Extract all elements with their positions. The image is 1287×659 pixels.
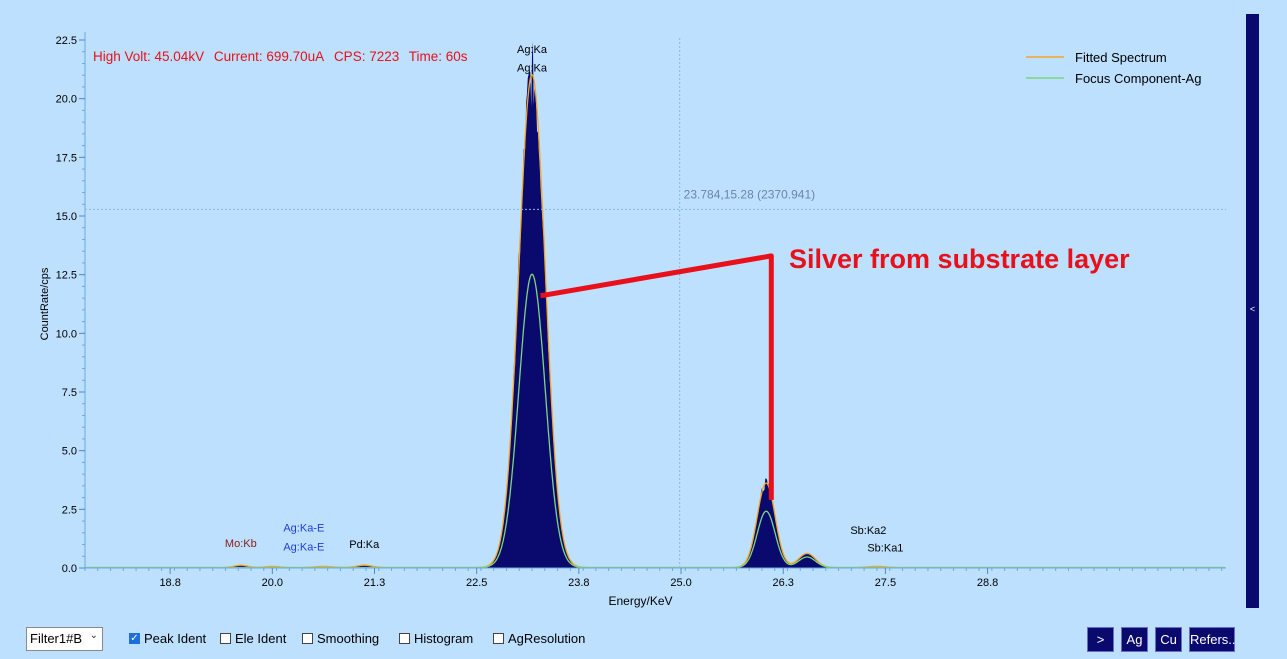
cu-button[interactable]: Cu bbox=[1155, 627, 1182, 652]
y-tick-label: 12.5 bbox=[56, 270, 77, 282]
checkbox-icon bbox=[302, 633, 313, 644]
y-tick-label: 5.0 bbox=[62, 446, 77, 458]
peak-label: Ag:Ka-E bbox=[283, 541, 324, 553]
filter-value: Filter1#B bbox=[30, 631, 83, 646]
peak-ident-checkbox[interactable]: ✓ Peak Ident bbox=[129, 631, 206, 646]
y-tick-label: 22.5 bbox=[56, 35, 77, 47]
annotation-line bbox=[540, 253, 774, 500]
x-tick-label: 20.0 bbox=[262, 577, 283, 589]
x-tick-label: 23.8 bbox=[568, 577, 589, 589]
y-tick-label: 2.5 bbox=[62, 504, 77, 516]
x-tick-label: 27.5 bbox=[875, 577, 896, 589]
measurement-status: High Volt: 45.04kV Current: 699.70uA CPS… bbox=[93, 49, 474, 64]
peak-ident-label: Peak Ident bbox=[144, 631, 207, 646]
y-tick-label: 0.0 bbox=[62, 563, 77, 575]
agresolution-label: AgResolution bbox=[508, 631, 586, 646]
x-tick-label: 28.8 bbox=[977, 577, 998, 589]
fitted-spectrum-line bbox=[85, 73, 1226, 569]
filter-select[interactable]: Filter1#B ⌄ bbox=[26, 627, 103, 651]
peak-label: Sb:Ka2 bbox=[850, 525, 886, 537]
y-tick-label: 17.5 bbox=[56, 152, 77, 164]
chevron-down-icon: ⌄ bbox=[89, 630, 98, 641]
peak-label: Ag:Ka bbox=[517, 44, 548, 56]
legend-entry: Fitted Spectrum bbox=[1075, 50, 1167, 65]
bottom-toolbar: Filter1#B ⌄ ✓ Peak Ident Ele Ident Smoot… bbox=[0, 627, 1287, 653]
next-button[interactable]: > bbox=[1087, 627, 1114, 652]
ele-ident-label: Ele Ident bbox=[235, 631, 287, 646]
high-volt-readout: High Volt: 45.04kV bbox=[93, 49, 205, 64]
y-tick-label: 10.0 bbox=[56, 328, 77, 340]
focus-component-line bbox=[85, 273, 1226, 569]
x-axis-title: Energy/KeV bbox=[608, 594, 672, 608]
x-tick-label: 25.0 bbox=[670, 577, 691, 589]
annotation-label: Silver from substrate layer bbox=[789, 244, 1130, 274]
cursor-readout: 23.784,15.28 (2370.941) bbox=[684, 187, 815, 201]
y-tick-label: 15.0 bbox=[56, 211, 77, 223]
histogram-checkbox[interactable]: Histogram bbox=[399, 631, 473, 646]
cps-readout: CPS: 7223 bbox=[333, 49, 400, 64]
x-tick-label: 18.8 bbox=[159, 577, 180, 589]
side-panel-toggle[interactable]: < bbox=[1246, 14, 1259, 608]
time-readout: Time: 60s bbox=[408, 49, 468, 64]
checkbox-icon bbox=[220, 633, 231, 644]
histogram-label: Histogram bbox=[414, 631, 474, 646]
checkbox-icon bbox=[493, 633, 504, 644]
legend-entry: Focus Component-Ag bbox=[1075, 71, 1201, 86]
smoothing-label: Smoothing bbox=[317, 631, 380, 646]
refers-button[interactable]: Refers.. bbox=[1189, 627, 1236, 652]
peak-label: Ag:Ka-E bbox=[283, 523, 324, 535]
agresolution-checkbox[interactable]: AgResolution bbox=[493, 631, 585, 646]
x-tick-label: 22.5 bbox=[466, 577, 487, 589]
spectrum-area bbox=[85, 41, 1226, 568]
y-tick-label: 20.0 bbox=[56, 94, 77, 106]
y-tick-label: 7.5 bbox=[62, 387, 77, 399]
peak-label: Ag:Ka bbox=[517, 63, 548, 75]
current-readout: Current: 699.70uA bbox=[213, 49, 325, 64]
checkbox-icon bbox=[399, 633, 410, 644]
x-tick-label: 21.3 bbox=[364, 577, 385, 589]
peak-label: Sb:Ka1 bbox=[867, 543, 903, 555]
smoothing-checkbox[interactable]: Smoothing bbox=[302, 631, 379, 646]
ele-ident-checkbox[interactable]: Ele Ident bbox=[220, 631, 286, 646]
collapse-arrow-icon: < bbox=[1249, 304, 1256, 314]
peak-label: Pd:Ka bbox=[349, 539, 380, 551]
checkbox-checked-icon: ✓ bbox=[129, 633, 140, 644]
x-tick-label: 26.3 bbox=[773, 577, 794, 589]
spectrum-chart[interactable]: 18.8 20.0 21.3 22.5 23.8 25.0 26.3 27.5 28.8 0.0 2… bbox=[0, 0, 1287, 620]
y-axis-title: CountRate/cps bbox=[39, 267, 51, 340]
peak-label: Mo:Kb bbox=[225, 538, 257, 550]
ag-button[interactable]: Ag bbox=[1121, 627, 1148, 652]
